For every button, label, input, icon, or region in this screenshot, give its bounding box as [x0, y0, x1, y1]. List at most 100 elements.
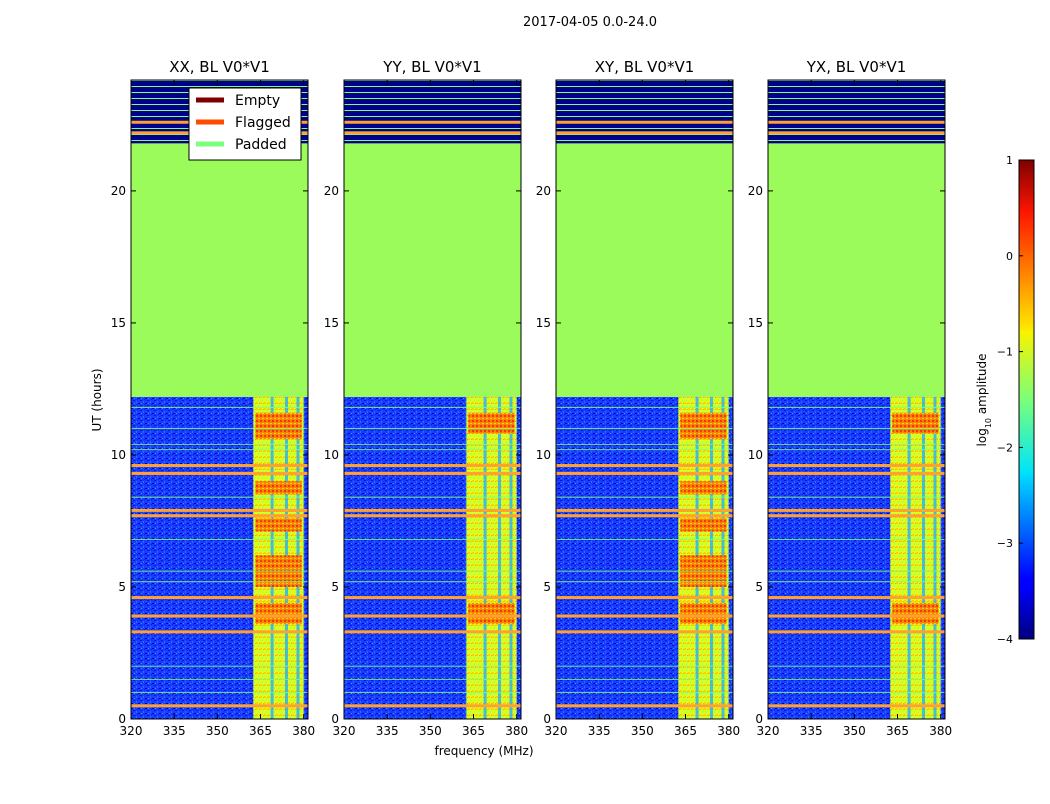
x-tick-label: 350 [206, 724, 229, 738]
rfi-strong-4 [680, 481, 727, 495]
y-tick-label: 5 [755, 580, 763, 594]
padded-row-5 [556, 570, 733, 572]
flagged-row-4 [344, 596, 521, 600]
padded-row-5 [344, 570, 521, 572]
padded-region [344, 143, 521, 397]
x-tick-label: 320 [757, 724, 780, 738]
panel-title: YX, BL V0*V1 [806, 58, 907, 76]
y-tick-label: 20 [324, 184, 339, 198]
flagged-row-10 [556, 120, 733, 124]
rfi-strong-4 [255, 481, 302, 495]
padded-row-6 [344, 538, 521, 540]
figure-suptitle: 2017-04-05 0.0-24.0 [523, 15, 657, 30]
padded-row-7 [556, 496, 733, 498]
flagged-row-3 [344, 614, 521, 618]
flagged-row-1 [131, 704, 308, 708]
rfi-gap-1 [483, 396, 487, 719]
colorbar-tick-label: −2 [997, 441, 1013, 454]
legend-label-empty: Empty [235, 93, 280, 109]
rfi-band [890, 396, 941, 719]
flagged-row-9 [556, 131, 733, 135]
flagged-row-1 [344, 704, 521, 708]
x-tick-label: 335 [376, 724, 399, 738]
colorbar-label-suffix: amplitude [975, 354, 989, 418]
panel-title: XX, BL V0*V1 [169, 58, 270, 76]
padded-row-11 [768, 406, 945, 408]
flagged-row-8 [344, 464, 521, 468]
padded-row-6 [556, 538, 733, 540]
flagged-row-3 [131, 614, 308, 618]
flagged-row-4 [768, 596, 945, 600]
x-tick-label: 335 [800, 724, 823, 738]
padded-row-4 [344, 581, 521, 583]
colorbar-label-prefix: log [975, 428, 989, 446]
colorbar-gradient [1018, 159, 1035, 640]
y-tick-label: 20 [748, 184, 763, 198]
padded-row-9 [131, 443, 308, 445]
padded-region [556, 143, 733, 397]
y-tick-label: 10 [748, 448, 763, 462]
rfi-gap-3 [933, 396, 937, 719]
rfi-strong-3 [680, 518, 727, 532]
padded-row-9 [556, 443, 733, 445]
y-tick-label: 10 [536, 448, 551, 462]
padded-row-10 [344, 428, 521, 430]
y-tick-label: 15 [748, 316, 763, 330]
y-tick-label: 10 [324, 448, 339, 462]
x-axis-label: frequency (MHz) [434, 744, 533, 758]
padded-row-2 [344, 678, 521, 680]
flagged-row-8 [768, 464, 945, 468]
padded-row-4 [768, 581, 945, 583]
padded-row-11 [131, 406, 308, 408]
colorbar-tick-label: 0 [1006, 250, 1013, 263]
flagged-row-4 [131, 596, 308, 600]
padded-row-1 [768, 692, 945, 694]
padded-row-10 [768, 428, 945, 430]
rfi-strong-2 [468, 412, 515, 434]
x-tick-label: 380 [292, 724, 315, 738]
rfi-band [466, 396, 517, 719]
rfi-gap-2 [921, 396, 925, 719]
panel-title: YY, BL V0*V1 [382, 58, 481, 76]
padded-row-8 [131, 449, 308, 451]
x-tick-label: 320 [333, 724, 356, 738]
legend-label-flagged: Flagged [235, 115, 291, 131]
colorbar-tick-label: 1 [1006, 154, 1013, 167]
flagged-row-10 [344, 120, 521, 124]
padded-row-2 [768, 678, 945, 680]
padded-row-9 [344, 443, 521, 445]
padded-row-2 [556, 678, 733, 680]
flagged-row-9 [768, 131, 945, 135]
flagged-row-7 [344, 471, 521, 475]
y-tick-label: 5 [118, 580, 126, 594]
padded-row-11 [556, 406, 733, 408]
x-tick-label: 320 [120, 724, 143, 738]
panel-frame [555, 79, 734, 720]
padded-row-5 [768, 570, 945, 572]
padded-row-10 [556, 428, 733, 430]
rfi-strong-3 [255, 518, 302, 532]
flagged-row-6 [556, 508, 733, 512]
x-tick-label: 350 [843, 724, 866, 738]
colorbar-tick-label: −1 [997, 346, 1013, 359]
y-tick-label: 0 [118, 712, 126, 726]
rfi-strong-1 [255, 602, 302, 624]
padded-row-6 [768, 538, 945, 540]
y-tick-label: 15 [536, 316, 551, 330]
y-axis-label: UT (hours) [90, 368, 104, 431]
panel-3: XY, BL V0*V1 320 335 350 365 380 0 5 10 15 20 [536, 58, 740, 738]
y-tick-label: 20 [536, 184, 551, 198]
y-tick-label: 15 [111, 316, 126, 330]
padded-region [768, 143, 945, 397]
padded-row-4 [556, 581, 733, 583]
x-tick-label: 365 [886, 724, 909, 738]
padded-row-3 [768, 665, 945, 667]
flagged-row-2 [768, 630, 945, 634]
x-tick-label: 380 [505, 724, 528, 738]
flagged-row-2 [344, 630, 521, 634]
panel-frame [343, 79, 522, 720]
y-tick-label: 10 [111, 448, 126, 462]
flagged-row-6 [131, 508, 308, 512]
padded-row-4 [131, 581, 308, 583]
rfi-strong-2 [892, 412, 939, 434]
